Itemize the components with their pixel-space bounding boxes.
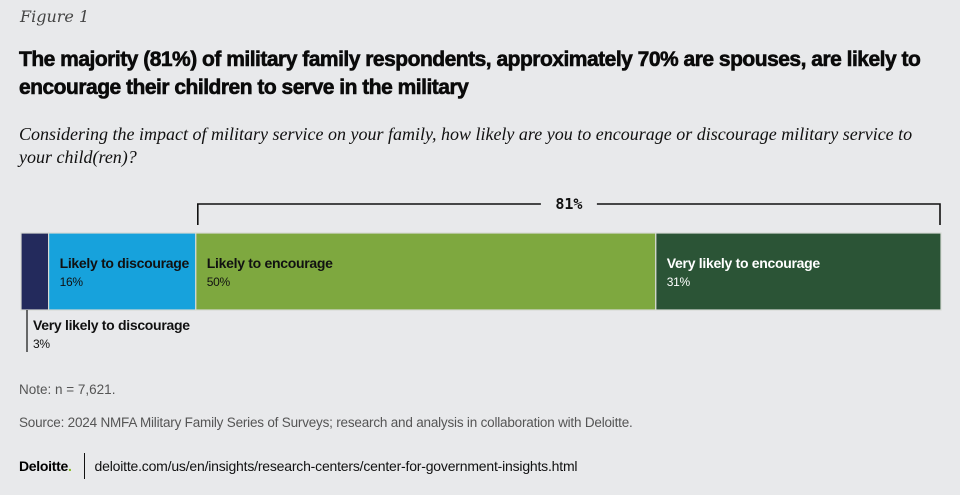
logo-text: Deloitte	[19, 458, 68, 474]
segment-label-2: Likely to encourage	[207, 255, 333, 271]
bar-segments	[20, 232, 942, 311]
bar-segment-2	[195, 232, 657, 311]
segment-label-3: Very likely to encourage	[667, 255, 821, 271]
bracket-annotation: 81%	[197, 195, 941, 225]
bar-labels: Very likely to discourage 3% Likely to dis…	[26, 255, 821, 352]
footer: Deloitte. deloitte.com/us/en/insights/re…	[19, 452, 578, 480]
logo-dot: .	[67, 458, 72, 474]
segment-label-1: Likely to discourage	[60, 255, 190, 271]
segment-label-0: Very likely to discourage	[33, 317, 190, 333]
bracket-left	[197, 203, 541, 225]
bar-segment-0	[20, 232, 50, 311]
chart-subtitle: Considering the impact of military servi…	[19, 124, 913, 167]
chart-title: The majority (81%) of military family re…	[19, 48, 921, 100]
bar-segment-1	[47, 232, 197, 311]
figure-label: Figure 1	[20, 7, 90, 26]
segment-value-1: 16%	[60, 275, 84, 289]
segment-value-2: 50%	[207, 275, 231, 289]
stacked-bar-chart: 81% Very likely to discourage 3% Likely to…	[20, 195, 942, 352]
note-text: Note: n = 7,621.	[19, 382, 116, 397]
segment-value-3: 31%	[667, 275, 691, 289]
bracket-label: 81%	[555, 195, 582, 213]
bracket-right	[596, 203, 941, 225]
footer-divider	[83, 453, 85, 479]
footer-url[interactable]: deloitte.com/us/en/insights/research-cen…	[94, 458, 578, 474]
segment-value-0: 3%	[33, 337, 50, 351]
deloitte-logo: Deloitte.	[19, 458, 72, 474]
source-text: Source: 2024 NMFA Military Family Series…	[19, 415, 633, 430]
bar-segment-3	[655, 232, 942, 311]
